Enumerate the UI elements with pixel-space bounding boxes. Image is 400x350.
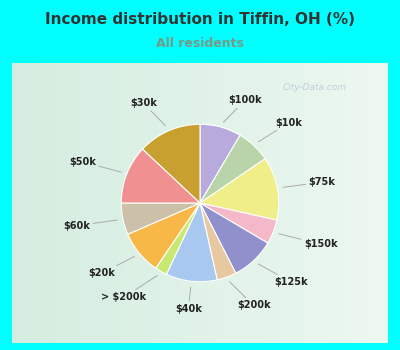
- Text: $75k: $75k: [283, 177, 335, 187]
- Text: $30k: $30k: [130, 98, 166, 126]
- Wedge shape: [200, 135, 265, 203]
- Text: $60k: $60k: [64, 220, 117, 231]
- Wedge shape: [200, 203, 268, 273]
- Text: $40k: $40k: [175, 287, 202, 314]
- Text: All residents: All residents: [156, 37, 244, 50]
- Text: Income distribution in Tiffin, OH (%): Income distribution in Tiffin, OH (%): [45, 12, 355, 27]
- Wedge shape: [166, 203, 217, 282]
- Text: $10k: $10k: [258, 118, 302, 142]
- Wedge shape: [121, 203, 200, 234]
- Wedge shape: [156, 203, 200, 274]
- Wedge shape: [142, 124, 200, 203]
- Text: $200k: $200k: [230, 282, 270, 310]
- Text: $100k: $100k: [224, 96, 262, 122]
- Text: $125k: $125k: [258, 264, 308, 287]
- Wedge shape: [128, 203, 200, 268]
- Wedge shape: [200, 203, 236, 280]
- Text: $50k: $50k: [69, 157, 121, 172]
- Wedge shape: [200, 124, 240, 203]
- Text: $150k: $150k: [279, 234, 338, 249]
- Text: $20k: $20k: [88, 257, 134, 278]
- Text: City-Data.com: City-Data.com: [283, 83, 347, 92]
- Wedge shape: [200, 203, 277, 243]
- Text: > $200k: > $200k: [101, 276, 157, 302]
- Wedge shape: [200, 159, 279, 220]
- Wedge shape: [121, 149, 200, 203]
